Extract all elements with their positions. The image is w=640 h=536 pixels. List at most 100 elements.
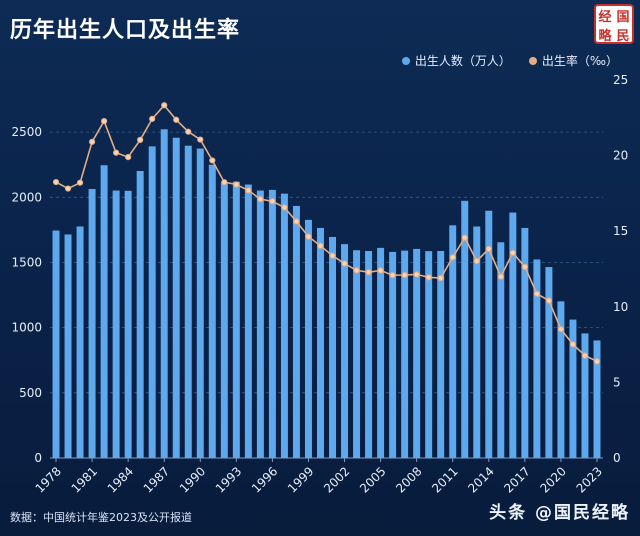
y-tick-label: 2000 <box>11 190 42 204</box>
bar <box>172 137 180 459</box>
x-tick-label: 2011 <box>429 464 460 495</box>
bar <box>389 251 397 458</box>
bar <box>341 244 349 458</box>
rate-point <box>389 272 396 279</box>
chart-title: 历年出生人口及出生率 <box>10 18 241 43</box>
bar <box>208 164 216 459</box>
bar <box>581 333 589 458</box>
x-tick-label: 2020 <box>537 464 568 495</box>
rate-point <box>593 358 601 365</box>
x-tick-label: 1999 <box>285 464 316 495</box>
bar <box>317 227 324 458</box>
legend-label-births: 出生人数（万人） <box>414 54 511 68</box>
bar <box>280 193 288 458</box>
data-source-note: 数据：中国统计年鉴2023及公开报道 <box>10 511 192 524</box>
bar <box>437 251 445 458</box>
bar <box>425 251 433 458</box>
legend-swatch-line <box>528 56 537 65</box>
bar <box>112 190 120 458</box>
bar <box>52 230 60 458</box>
rate-point <box>149 115 156 122</box>
rate-point <box>209 157 216 164</box>
bar <box>353 250 361 458</box>
bar <box>377 247 385 458</box>
rate-point <box>353 267 360 274</box>
bar <box>268 189 276 459</box>
rate-point <box>521 263 528 270</box>
brand-logo: 经 国 略 民 <box>594 4 634 44</box>
legend-item-births: 出生人数（万人） <box>401 52 511 69</box>
rate-point <box>305 233 312 240</box>
x-tick-label: 1984 <box>105 464 136 495</box>
logo-char: 民 <box>616 29 630 44</box>
rate-point <box>449 254 456 261</box>
bar <box>292 205 300 458</box>
bar <box>557 301 565 458</box>
rate-point <box>317 242 324 249</box>
rate-point <box>461 234 468 241</box>
rate-point <box>329 252 336 259</box>
x-tick-label: 2002 <box>321 464 352 495</box>
bar <box>124 190 132 459</box>
y2-tick-label: 5 <box>613 375 621 389</box>
rate-point <box>245 187 252 194</box>
x-tick-label: 1993 <box>213 464 244 495</box>
bar <box>461 200 469 458</box>
legend-label-rate: 出生率（‰） <box>541 54 618 68</box>
rate-point <box>545 297 553 304</box>
bar <box>365 251 373 458</box>
bar <box>533 259 541 458</box>
x-tick-label: 2017 <box>501 464 532 495</box>
bar <box>329 236 336 458</box>
rate-point <box>485 245 492 252</box>
rate-point <box>293 218 300 225</box>
x-tick-label: 2014 <box>465 464 496 495</box>
rate-point <box>281 204 288 211</box>
watermark-text: 头条 @国民经略 <box>489 503 630 523</box>
bar <box>136 170 144 458</box>
y-tick-label: 500 <box>19 386 42 400</box>
rate-point <box>569 341 577 348</box>
bar <box>148 146 156 458</box>
y-tick-label: 1000 <box>11 321 42 335</box>
rate-point <box>197 136 204 143</box>
rate-line <box>55 104 598 363</box>
y2-tick-label: 10 <box>613 300 628 314</box>
bar <box>64 234 72 458</box>
y2-tick-label: 15 <box>613 224 628 238</box>
bar <box>232 181 240 459</box>
rate-point <box>100 118 108 125</box>
legend-swatch-bar <box>401 56 410 65</box>
bar <box>593 340 601 458</box>
rate-point <box>221 179 228 186</box>
rate-point <box>125 154 132 161</box>
rate-point <box>533 290 540 297</box>
bar <box>220 182 228 459</box>
logo-char: 国 <box>616 10 630 25</box>
rate-point <box>76 179 84 186</box>
y2-tick-label: 20 <box>613 149 628 163</box>
rate-point <box>401 271 408 279</box>
rate-point <box>233 181 240 188</box>
x-tick-label: 2005 <box>357 464 388 495</box>
y-tick-label: 2500 <box>11 125 42 139</box>
x-tick-label: 1990 <box>177 464 208 495</box>
rate-point <box>88 138 96 145</box>
rate-point <box>425 274 432 281</box>
bar <box>244 184 252 458</box>
bar <box>497 242 505 458</box>
x-tick-label: 2023 <box>574 464 605 495</box>
bar <box>413 248 421 458</box>
y-tick-label: 1500 <box>11 255 42 269</box>
bar <box>569 319 577 458</box>
rate-point <box>161 102 168 109</box>
y2-tick-label: 25 <box>613 73 628 87</box>
rate-point <box>509 249 516 256</box>
rate-point <box>365 269 372 276</box>
y-tick-label: 0 <box>34 451 42 465</box>
bar <box>485 210 493 458</box>
bar <box>473 226 481 458</box>
rate-point <box>269 198 276 205</box>
bar <box>160 129 168 459</box>
x-tick-label: 1996 <box>249 464 280 495</box>
